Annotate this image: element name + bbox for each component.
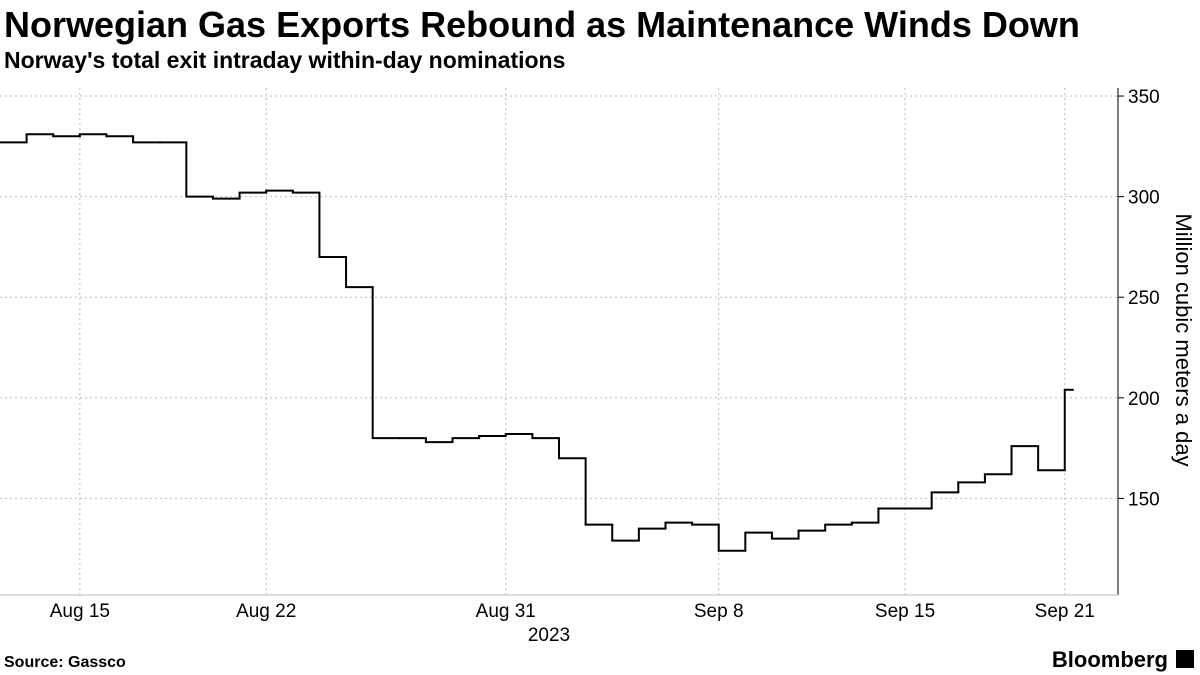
chart-title: Norwegian Gas Exports Rebound as Mainten… <box>4 4 1080 45</box>
chart-subtitle: Norway's total exit intraday within-day … <box>4 47 565 73</box>
x-tick-label: Sep 8 <box>694 601 744 622</box>
x-axis-year: 2023 <box>528 625 570 646</box>
y-tick-label: 350 <box>1128 87 1160 108</box>
x-tick-label: Aug 22 <box>236 601 296 622</box>
x-tick-label: Sep 15 <box>875 601 935 622</box>
brand: Bloomberg <box>1052 647 1168 672</box>
y-tick-label: 150 <box>1128 489 1160 510</box>
y-axis-label: Million cubic meters a day <box>1171 213 1196 466</box>
y-tick-label: 200 <box>1128 389 1160 410</box>
y-tick-label: 300 <box>1128 188 1160 209</box>
brand-icon <box>1176 650 1194 668</box>
x-tick-label: Sep 21 <box>1035 601 1095 622</box>
x-tick-label: Aug 15 <box>50 601 110 622</box>
source: Source: Gassco <box>4 654 126 671</box>
y-tick-label: 250 <box>1128 288 1160 309</box>
x-tick-label: Aug 31 <box>476 601 536 622</box>
